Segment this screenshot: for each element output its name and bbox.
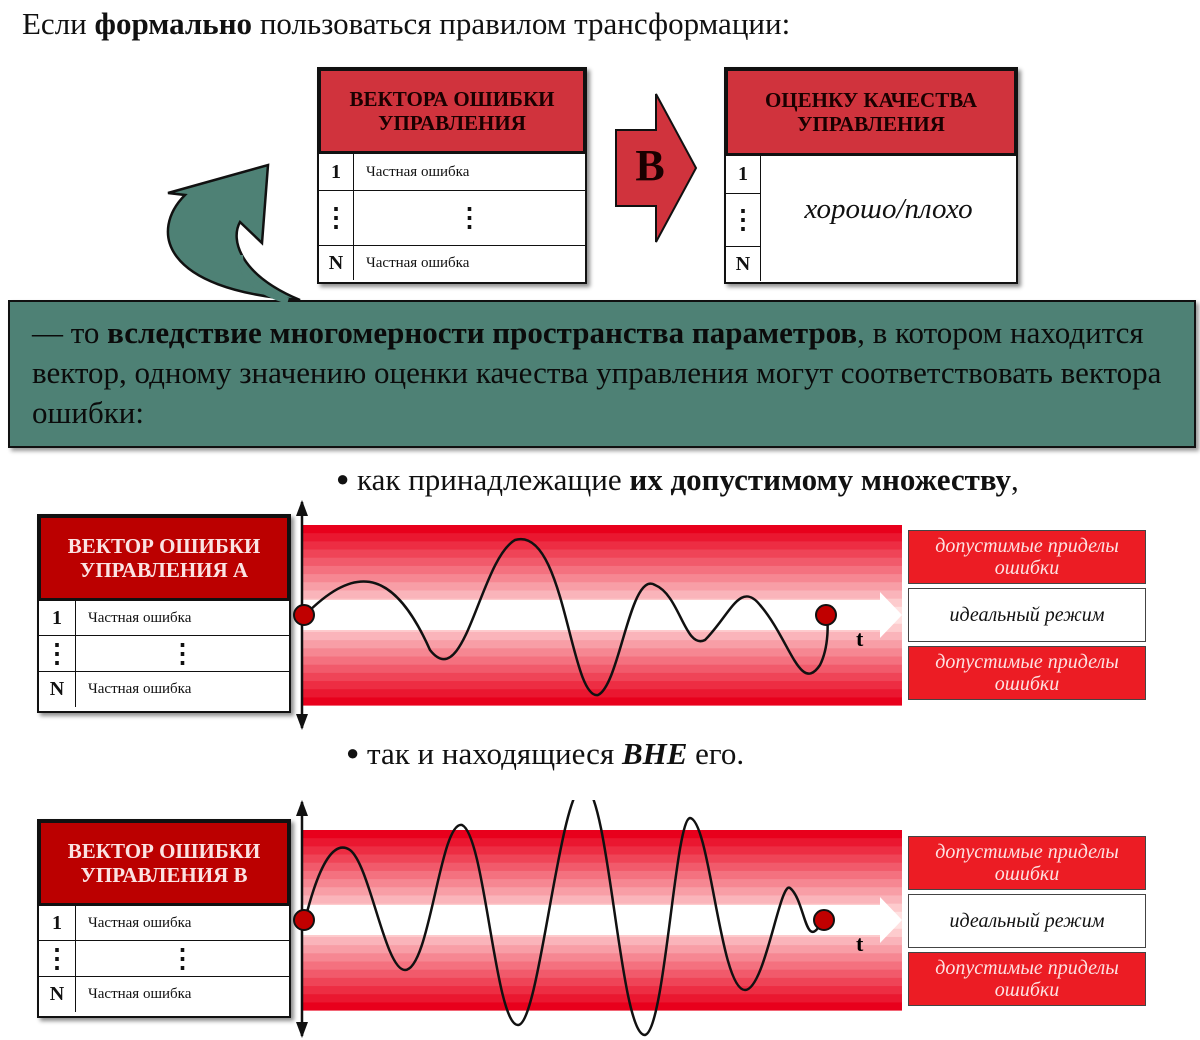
from-table: ВЕКТОРА ОШИБКИ УПРАВЛЕНИЯ 1 Частная ошиб… xyxy=(317,67,587,284)
legend-upper-limit: допустимые приделы ошибки xyxy=(908,530,1146,584)
bullet-within: ● как принадлежащие их допустимому множе… xyxy=(336,462,1019,497)
legend-upper-limit: допустимые приделы ошибки xyxy=(908,836,1146,890)
legend-lower-limit: допустимые приделы ошибки xyxy=(908,646,1146,700)
band-stripe xyxy=(302,664,902,673)
band-stripe xyxy=(302,969,902,978)
table-row: 1 Частная ошибка xyxy=(39,600,289,635)
to-table: ОЦЕНКУ КАЧЕСТВА УПРАВЛЕНИЯ 1 ⋮ N хорошо/… xyxy=(724,67,1018,284)
band-stripe xyxy=(302,525,902,534)
band-stripe xyxy=(302,879,902,888)
intro-text: Если формально пользоваться правилом тра… xyxy=(22,6,791,41)
table-row: 1 Частная ошибка xyxy=(319,153,585,190)
band-stripe xyxy=(302,985,902,995)
table-row: N Частная ошибка xyxy=(39,671,289,707)
from-table-title: ВЕКТОРА ОШИБКИ УПРАВЛЕНИЯ xyxy=(319,69,585,153)
vector-a-table: ВЕКТОР ОШИБКИ УПРАВЛЕНИЯ А 1 Частная оши… xyxy=(37,514,291,713)
band-stripe xyxy=(302,870,902,880)
band-stripe xyxy=(302,944,902,954)
error-signal-curve xyxy=(303,800,822,1037)
table-row: 1 Частная ошибка xyxy=(39,905,289,940)
band-stripe xyxy=(302,590,902,600)
band-stripe xyxy=(302,557,902,567)
band-stripe xyxy=(302,960,902,970)
table-row: ⋮ ⋮ xyxy=(39,940,289,976)
quality-value: хорошо/плохо xyxy=(804,193,973,225)
time-axis-label: t xyxy=(856,931,864,956)
band-stripe xyxy=(302,533,902,542)
bullet-outside: ● так и находящиеся ВНЕ его. xyxy=(346,736,745,771)
vector-a-title: ВЕКТОР ОШИБКИ УПРАВЛЕНИЯ А xyxy=(39,516,289,600)
band-stripe xyxy=(302,639,902,649)
band-stripe xyxy=(302,887,902,897)
plot-b: t xyxy=(293,800,902,1038)
band-stripe xyxy=(302,565,902,575)
band-stripe xyxy=(302,977,902,987)
legend-ideal-mode: идеальный режим xyxy=(908,894,1146,948)
callout-text: — то вследствие многомерности пространст… xyxy=(32,315,1162,430)
band-stripe xyxy=(302,549,902,559)
time-axis-label: t xyxy=(856,626,864,651)
band-stripe xyxy=(302,838,902,847)
plot-a: t xyxy=(293,500,902,730)
band-stripe xyxy=(302,647,902,657)
band-stripe xyxy=(302,936,902,946)
error-signal-curve xyxy=(304,538,829,697)
callout-arrow-joint xyxy=(237,254,289,304)
end-point xyxy=(813,909,835,931)
band-stripe xyxy=(302,993,902,1003)
band-stripe xyxy=(302,655,902,665)
start-point xyxy=(293,909,315,931)
vector-b-title: ВЕКТОР ОШИБКИ УПРАВЛЕНИЯ В xyxy=(39,821,289,905)
curved-arrow-icon xyxy=(166,163,301,302)
table-row: ⋮ ⋮ xyxy=(39,635,289,671)
band-stripe xyxy=(302,854,902,864)
vector-b-table: ВЕКТОР ОШИБКИ УПРАВЛЕНИЯ В 1 Частная оши… xyxy=(37,819,291,1018)
band-stripe xyxy=(302,680,902,690)
legend-lower-limit: допустимые приделы ошибки xyxy=(908,952,1146,1006)
ideal-mode-arrow xyxy=(300,897,902,943)
to-table-title: ОЦЕНКУ КАЧЕСТВА УПРАВЛЕНИЯ xyxy=(726,69,1016,155)
transform-arrow-icon xyxy=(615,93,698,243)
band-stripe xyxy=(302,696,902,706)
band-stripe xyxy=(302,582,902,592)
band-stripe xyxy=(302,631,902,641)
ideal-mode-arrow xyxy=(300,592,902,638)
band-stripe xyxy=(302,541,902,551)
band-stripe xyxy=(302,574,902,583)
band-stripe xyxy=(302,862,902,872)
transform-arrow-label: В xyxy=(635,141,665,190)
table-row: N Частная ошибка xyxy=(39,976,289,1012)
band-stripe xyxy=(302,895,902,905)
end-point xyxy=(815,604,837,626)
band-stripe xyxy=(302,846,902,856)
band-stripe xyxy=(302,952,902,962)
callout-box xyxy=(8,300,1196,448)
start-point xyxy=(293,604,315,626)
table-row: ⋮ ⋮ xyxy=(319,190,585,245)
table-row: N Частная ошибка xyxy=(319,245,585,280)
band-stripe xyxy=(302,1001,902,1011)
legend-ideal-mode: идеальный режим xyxy=(908,588,1146,642)
band-stripe xyxy=(302,672,902,682)
